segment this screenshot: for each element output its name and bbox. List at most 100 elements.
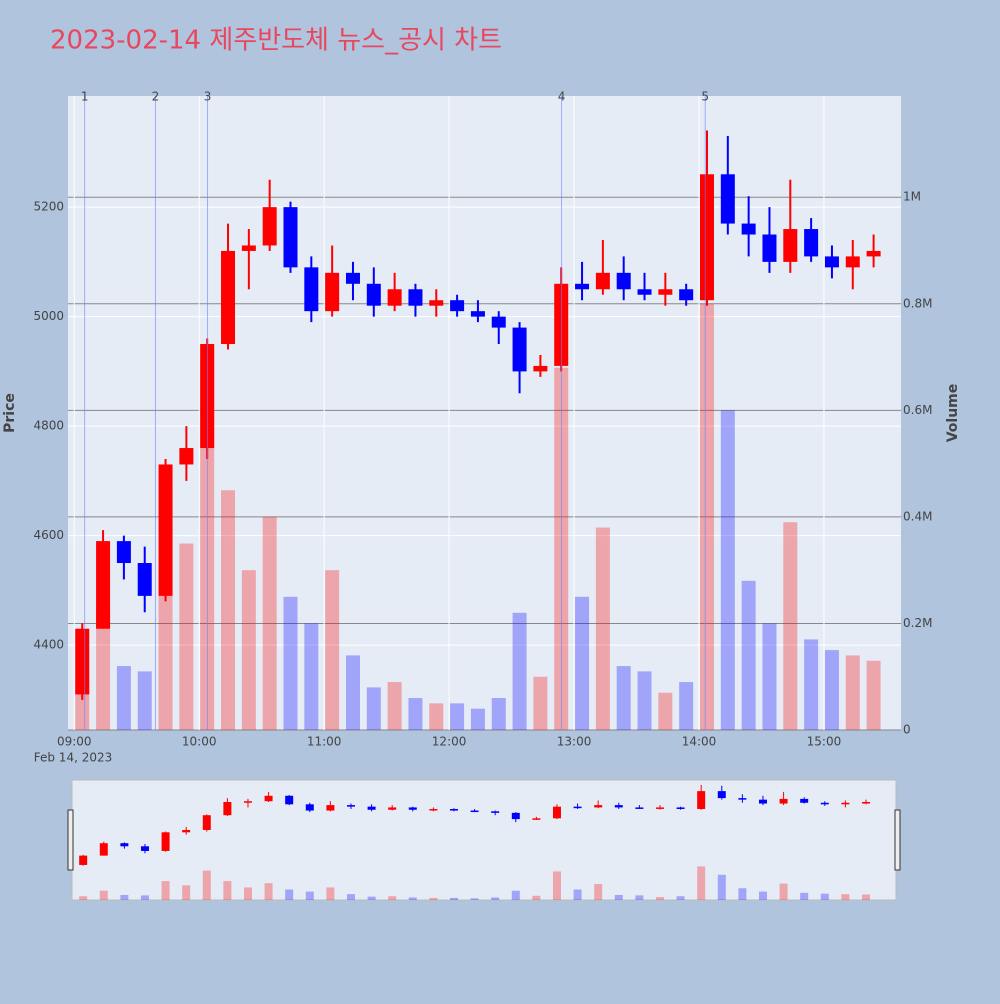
y2-tick-label: 0 (903, 723, 911, 737)
x-tick-label: 15:00 (807, 735, 842, 749)
volume-bar (96, 612, 111, 730)
candle-body (800, 798, 809, 803)
candle-body (243, 801, 252, 803)
candle-body (158, 464, 173, 596)
y-axis-title: Price (2, 393, 18, 433)
y2-tick-label: 0.4M (903, 509, 932, 523)
x-tick-label: 12:00 (432, 735, 467, 749)
volume-bar (635, 895, 644, 900)
candle-body (720, 174, 735, 224)
y-tick-label: 4400 (33, 638, 64, 652)
volume-bar (367, 896, 376, 900)
candle-body (408, 807, 417, 810)
volume-bar (491, 698, 506, 730)
x-axis-sublabel: Feb 14, 2023 (34, 751, 113, 765)
volume-bar (429, 897, 438, 900)
event-label: 5 (701, 90, 709, 104)
y2-tick-label: 0.6M (903, 403, 932, 417)
volume-bar (594, 884, 603, 900)
event-label: 1 (81, 90, 89, 104)
candle-body (820, 802, 829, 805)
volume-bar (532, 895, 541, 900)
volume-bar (800, 892, 809, 900)
volume-bar (387, 682, 402, 730)
volume-bar (741, 580, 756, 730)
candle-body (262, 207, 277, 246)
volume-bar (614, 894, 623, 900)
volume-bar (861, 894, 870, 900)
volume-bar (738, 888, 747, 900)
candle-body (346, 805, 355, 807)
candle-body (202, 815, 211, 830)
candle-body (470, 810, 479, 813)
candle-body (741, 223, 756, 235)
volume-bar (137, 671, 152, 730)
volume-bar (346, 894, 355, 900)
candle-body (283, 207, 298, 268)
volume-bar (697, 866, 706, 900)
volume-bar (79, 896, 88, 900)
volume-bar (262, 516, 277, 730)
volume-bar (758, 891, 767, 900)
candle-body (616, 272, 631, 290)
candle-body (326, 805, 335, 811)
candle-body (699, 174, 714, 301)
volume-bar (699, 303, 714, 730)
volume-bar (779, 883, 788, 900)
x-tick-label: 14:00 (682, 735, 717, 749)
candle-body (264, 795, 273, 802)
volume-bar (676, 896, 685, 900)
volume-bar (824, 650, 839, 730)
candle-body (304, 267, 319, 312)
volume-bar (679, 682, 694, 730)
volume-bar (116, 666, 131, 730)
candle-body (179, 448, 194, 465)
y2-tick-label: 0.2M (903, 616, 932, 630)
y-tick-label: 4600 (33, 528, 64, 542)
volume-bar (345, 655, 360, 730)
candle-body (845, 256, 860, 268)
range-handle[interactable] (67, 809, 74, 871)
candle-body (779, 798, 788, 804)
volume-bar (762, 623, 777, 730)
candle-body (182, 829, 191, 833)
candle-body (533, 365, 548, 372)
candle-body (717, 791, 726, 799)
candle-body (388, 807, 397, 810)
candle-body (305, 804, 314, 811)
candle-body (221, 250, 236, 345)
volume-bar (637, 671, 652, 730)
volume-bar (305, 891, 314, 900)
range-slider[interactable] (71, 779, 897, 901)
candle-body (676, 807, 685, 809)
candle-body (637, 289, 652, 295)
candle-body (635, 807, 644, 809)
candle-body (658, 289, 673, 295)
y-tick-label: 4800 (33, 419, 64, 433)
volume-bar (179, 543, 194, 730)
volume-bar (408, 897, 417, 900)
candle-body (285, 795, 294, 805)
candle-body (866, 250, 881, 257)
volume-bar (264, 883, 273, 900)
volume-bar (243, 887, 252, 900)
candle-body (366, 283, 381, 306)
candle-body (116, 541, 131, 564)
y-tick-label: 5000 (33, 309, 64, 323)
candle-body (449, 808, 458, 811)
candle-body (429, 808, 438, 811)
volume-bar (470, 898, 479, 900)
volume-bar (241, 570, 256, 730)
volume-bar (512, 612, 527, 730)
candle-body (824, 256, 839, 268)
event-label: 3 (204, 90, 212, 104)
volume-bar (845, 655, 860, 730)
candle-body (75, 628, 90, 695)
range-handle[interactable] (894, 809, 901, 871)
candle-body (594, 805, 603, 808)
candle-body (758, 799, 767, 804)
candle-body (861, 801, 870, 804)
candle-body (120, 843, 129, 847)
volume-bar (616, 666, 631, 730)
